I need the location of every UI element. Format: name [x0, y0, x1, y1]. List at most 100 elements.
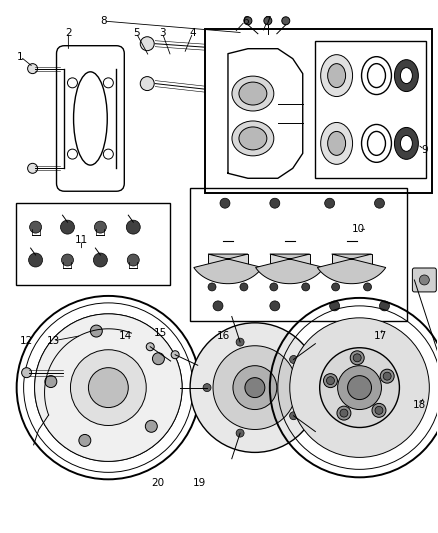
- Text: 2: 2: [65, 28, 72, 38]
- Circle shape: [146, 343, 154, 351]
- Text: 6: 6: [242, 16, 248, 26]
- Circle shape: [264, 17, 272, 25]
- Ellipse shape: [232, 76, 274, 111]
- Circle shape: [302, 283, 310, 291]
- Text: 14: 14: [119, 330, 132, 341]
- Ellipse shape: [239, 127, 267, 150]
- Circle shape: [71, 350, 146, 425]
- Ellipse shape: [74, 72, 107, 165]
- Text: 12: 12: [20, 336, 34, 346]
- Text: 9: 9: [421, 144, 427, 155]
- Circle shape: [208, 283, 216, 291]
- Circle shape: [337, 406, 351, 420]
- Circle shape: [28, 253, 42, 267]
- Bar: [314, 41, 426, 178]
- Circle shape: [30, 221, 42, 233]
- Circle shape: [236, 338, 244, 346]
- Ellipse shape: [321, 55, 353, 96]
- Text: 7: 7: [264, 16, 270, 26]
- Circle shape: [270, 198, 280, 208]
- Circle shape: [320, 348, 399, 427]
- Circle shape: [152, 353, 164, 365]
- Circle shape: [240, 283, 248, 291]
- Text: 20: 20: [151, 478, 164, 488]
- Circle shape: [372, 403, 386, 417]
- Text: 8: 8: [100, 16, 106, 26]
- Text: 10: 10: [352, 224, 365, 235]
- Circle shape: [93, 253, 107, 267]
- Circle shape: [60, 220, 74, 234]
- Circle shape: [340, 409, 348, 417]
- Circle shape: [35, 314, 182, 462]
- Circle shape: [375, 406, 383, 414]
- Circle shape: [79, 434, 91, 447]
- Polygon shape: [318, 254, 386, 284]
- Circle shape: [140, 77, 154, 91]
- Circle shape: [374, 198, 385, 208]
- Text: 1: 1: [17, 52, 24, 62]
- Ellipse shape: [328, 63, 346, 87]
- Ellipse shape: [321, 123, 353, 164]
- Circle shape: [127, 254, 139, 266]
- Circle shape: [213, 301, 223, 311]
- Bar: [205, 29, 432, 193]
- Circle shape: [324, 374, 337, 387]
- Bar: [270, 254, 310, 274]
- Circle shape: [383, 372, 391, 380]
- Bar: [190, 188, 407, 321]
- Circle shape: [270, 283, 278, 291]
- Circle shape: [326, 377, 335, 385]
- Circle shape: [244, 17, 252, 25]
- Circle shape: [28, 163, 38, 173]
- Ellipse shape: [400, 68, 413, 84]
- Circle shape: [140, 37, 154, 51]
- Text: 18: 18: [413, 400, 427, 410]
- Text: 17: 17: [374, 330, 387, 341]
- Circle shape: [126, 220, 140, 234]
- Circle shape: [45, 376, 57, 387]
- Text: 4: 4: [190, 28, 196, 38]
- Circle shape: [270, 301, 280, 311]
- Bar: [16, 203, 170, 285]
- Polygon shape: [256, 254, 324, 284]
- Circle shape: [28, 63, 38, 74]
- Circle shape: [245, 378, 265, 398]
- Bar: [208, 254, 248, 274]
- Circle shape: [190, 323, 320, 453]
- Circle shape: [282, 17, 290, 25]
- Circle shape: [364, 283, 371, 291]
- Ellipse shape: [400, 135, 413, 151]
- Text: 19: 19: [193, 478, 206, 488]
- Circle shape: [171, 351, 179, 359]
- Circle shape: [338, 366, 381, 409]
- Circle shape: [353, 354, 361, 362]
- Circle shape: [145, 421, 157, 432]
- Circle shape: [213, 346, 297, 430]
- Text: 13: 13: [46, 336, 60, 346]
- Circle shape: [332, 283, 339, 291]
- Text: 16: 16: [217, 330, 230, 341]
- Circle shape: [379, 301, 389, 311]
- Circle shape: [220, 198, 230, 208]
- Circle shape: [233, 366, 277, 409]
- Circle shape: [290, 412, 297, 419]
- Circle shape: [21, 368, 32, 378]
- Text: 15: 15: [153, 328, 167, 338]
- Ellipse shape: [328, 132, 346, 155]
- Text: 3: 3: [159, 28, 166, 38]
- Circle shape: [236, 429, 244, 437]
- Circle shape: [88, 368, 128, 408]
- Circle shape: [348, 376, 371, 400]
- Ellipse shape: [395, 60, 418, 92]
- Circle shape: [330, 301, 339, 311]
- FancyBboxPatch shape: [413, 268, 436, 292]
- Circle shape: [61, 254, 74, 266]
- Circle shape: [290, 356, 297, 364]
- Circle shape: [95, 221, 106, 233]
- Circle shape: [203, 384, 211, 392]
- Polygon shape: [194, 254, 262, 284]
- Circle shape: [90, 325, 102, 337]
- Circle shape: [325, 198, 335, 208]
- Circle shape: [350, 351, 364, 365]
- Ellipse shape: [239, 82, 267, 105]
